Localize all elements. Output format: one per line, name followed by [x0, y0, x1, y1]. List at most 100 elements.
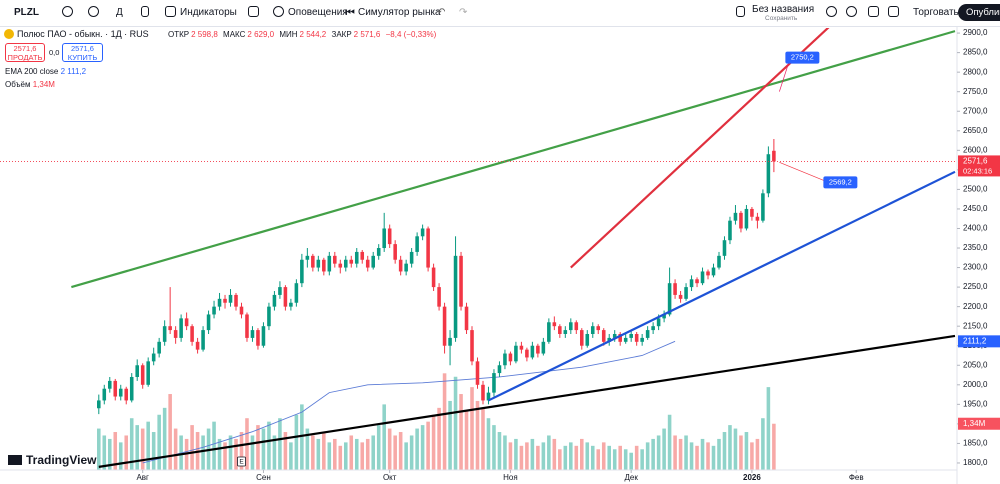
annotation-label: 2750,2	[791, 53, 814, 62]
symbol[interactable]: PLZL	[14, 7, 39, 18]
candle-body	[530, 345, 535, 358]
candle-body	[157, 341, 161, 354]
volume-bar	[300, 404, 304, 470]
candle-body	[261, 326, 266, 346]
candle-body	[250, 330, 255, 338]
sell-button[interactable]: 2571,6 ПРОДАТЬ	[5, 43, 45, 62]
candle-body	[717, 255, 721, 268]
candle-body	[316, 259, 321, 268]
volume-bar	[261, 428, 266, 470]
candle-body	[190, 326, 194, 342]
redo[interactable]: ↷	[459, 7, 468, 18]
volume-bar	[695, 445, 699, 470]
volume-bar	[656, 435, 661, 470]
candle-body	[365, 259, 370, 268]
volume-bar	[640, 449, 644, 470]
candle-body	[294, 283, 299, 303]
volume-bar	[256, 425, 260, 470]
candle-body	[151, 353, 156, 362]
layout-name[interactable]: Без названия	[752, 4, 815, 15]
buy-button[interactable]: 2571,6 КУПИТЬ	[62, 43, 103, 62]
y-tick-label: 2600,0	[963, 145, 988, 154]
annotation-connector	[779, 162, 829, 183]
snapshot-icon[interactable]	[888, 6, 899, 17]
trend-line	[570, 28, 830, 269]
watermark-bg	[5, 452, 93, 468]
chart-type-icon[interactable]	[141, 6, 149, 17]
candle-body	[453, 255, 458, 338]
annotation-tag	[823, 176, 858, 189]
settings-icon[interactable]	[846, 6, 857, 17]
candle-body	[503, 353, 507, 366]
candle-body	[354, 251, 359, 264]
candle-body	[552, 322, 557, 327]
templates-icon[interactable]	[248, 6, 259, 17]
volume-bar	[420, 425, 425, 470]
volume-bar	[651, 438, 655, 470]
x-tick-label: Дек	[624, 473, 638, 482]
compare-icon[interactable]	[62, 6, 73, 17]
volume-bar	[508, 442, 513, 470]
x-tick-label: Сен	[256, 473, 271, 482]
indicators-button[interactable]: Индикаторы	[180, 7, 237, 18]
volume-bar	[239, 432, 244, 470]
candle-body	[283, 287, 288, 307]
candle-body	[590, 326, 595, 334]
y-tick-label: 1850,0	[963, 439, 988, 448]
volume-bar	[486, 418, 491, 470]
candle-body	[206, 314, 211, 331]
candle-body	[245, 314, 249, 338]
legend-title: Полюс ПАО - обыкн. · 1Д · RUS	[17, 29, 149, 39]
search-icon[interactable]	[826, 6, 837, 17]
volume-legend: Объём 1,34M	[5, 80, 55, 89]
candle-body	[404, 263, 408, 272]
volume-bar	[135, 425, 139, 470]
volume-bar	[272, 435, 277, 470]
volume-bar	[684, 435, 688, 470]
volume-bar	[678, 438, 683, 470]
volume-bar	[431, 414, 436, 470]
candle-body	[722, 240, 727, 256]
candle-body	[645, 330, 650, 338]
undo[interactable]: ↶	[437, 7, 446, 18]
alerts-button[interactable]: Оповещения	[288, 7, 348, 18]
candle-body	[508, 353, 513, 362]
volume-bar	[744, 432, 749, 470]
volume-bar	[596, 449, 601, 470]
volume-bar	[360, 442, 365, 470]
candle-body	[569, 322, 573, 331]
add-icon[interactable]	[88, 6, 99, 17]
candle-body	[640, 337, 644, 342]
volume-bar	[140, 428, 145, 470]
fullscreen-icon[interactable]	[868, 6, 879, 17]
volume-bar	[634, 445, 639, 470]
volume-bar	[536, 445, 540, 470]
volume-bar	[618, 445, 622, 470]
volume-bar	[223, 442, 227, 470]
replay-button[interactable]: Симулятор рынка	[358, 7, 441, 18]
publish-button[interactable]: Опубликовать	[958, 4, 1000, 21]
candle-body	[651, 326, 655, 331]
candle-body	[415, 236, 419, 252]
volume-bar	[294, 414, 299, 470]
volume-bar	[190, 425, 194, 470]
candle-body	[481, 384, 485, 401]
candle-body	[744, 208, 749, 229]
volume-bar	[755, 438, 760, 470]
annotation-tag	[785, 51, 820, 64]
y-tick-label: 2050,0	[963, 360, 988, 369]
volume-bar	[629, 452, 633, 470]
candle-body	[656, 318, 661, 327]
volume-bar	[201, 435, 205, 470]
y-tick-label: 2500,0	[963, 185, 988, 194]
candle-body	[343, 259, 348, 268]
candle-body	[596, 326, 601, 331]
candle-body	[618, 334, 622, 342]
candle-body	[300, 259, 304, 284]
volume-bar	[97, 428, 101, 470]
ohlc-value: 2 544,2	[299, 30, 327, 39]
candle-body	[272, 294, 277, 307]
trade-button[interactable]: Торговать	[913, 7, 959, 18]
interval[interactable]: Д	[116, 7, 123, 18]
